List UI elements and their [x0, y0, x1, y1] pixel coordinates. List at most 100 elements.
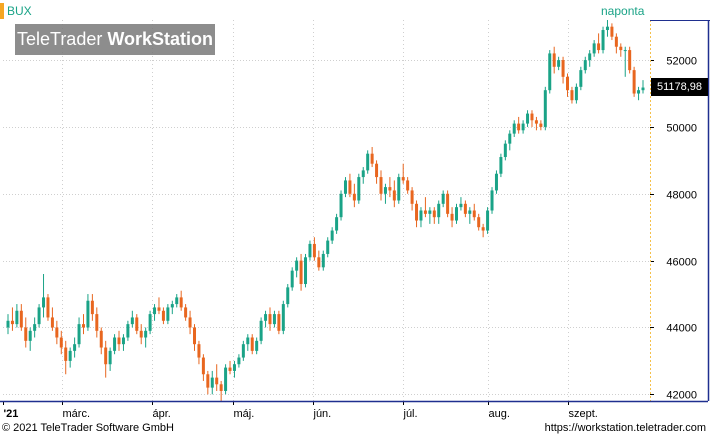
- candle-body: [33, 324, 37, 331]
- candle-body: [401, 177, 405, 181]
- candle-body: [135, 317, 139, 331]
- candle-body: [597, 43, 601, 51]
- watermark-product: WorkStation: [107, 29, 214, 49]
- candle-body: [28, 330, 32, 341]
- candle-body: [255, 340, 259, 351]
- candle-body: [37, 307, 41, 325]
- candle-body: [530, 113, 534, 121]
- candle-body: [188, 317, 192, 328]
- candle-body: [281, 304, 285, 331]
- candle-body: [170, 304, 174, 308]
- candle-body: [108, 350, 112, 365]
- candle-body: [304, 257, 308, 285]
- candle-body: [246, 337, 250, 345]
- candle-body: [632, 70, 636, 94]
- candle-body: [73, 344, 77, 351]
- candles: [6, 20, 645, 401]
- candle-body: [77, 324, 81, 345]
- candle-body: [619, 46, 623, 51]
- x-tick-label: aug.: [489, 408, 510, 420]
- candle-body: [499, 157, 503, 174]
- candle-body: [450, 213, 454, 221]
- candle-body: [379, 177, 383, 194]
- candle-body: [521, 123, 525, 131]
- candle-body: [588, 53, 592, 61]
- candle-body: [228, 367, 232, 371]
- candle-body: [113, 337, 117, 351]
- candle-body: [290, 270, 294, 288]
- candle-body: [481, 227, 485, 231]
- candle-body: [95, 314, 99, 331]
- x-tick-label: máj.: [234, 408, 255, 420]
- candle-body: [561, 60, 565, 77]
- candle-body: [570, 90, 574, 101]
- candle-body: [446, 193, 450, 214]
- candle-body: [295, 260, 299, 271]
- candle-body: [139, 330, 143, 338]
- candle-body: [574, 86, 578, 101]
- candle-body: [477, 217, 481, 228]
- candle-body: [348, 180, 352, 194]
- candle-body: [153, 307, 157, 315]
- candle-body: [592, 43, 596, 54]
- candle-body: [557, 60, 561, 67]
- candle-body: [343, 180, 347, 194]
- candle-body: [339, 193, 343, 218]
- y-tick-label: 42000: [666, 390, 697, 402]
- candle-body: [614, 36, 618, 47]
- candle-body: [468, 210, 472, 214]
- candle-body: [259, 320, 263, 341]
- candle-body: [121, 337, 125, 345]
- candle-body: [392, 190, 396, 201]
- candle-body: [534, 120, 538, 124]
- candle-body: [166, 307, 170, 321]
- y-tick-label: 44000: [666, 323, 697, 335]
- candle-body: [454, 207, 458, 221]
- symbol-accent-bar: [0, 3, 4, 19]
- candle-body: [432, 210, 436, 218]
- candle-body: [352, 193, 356, 201]
- candle-body: [472, 210, 476, 218]
- candle-body: [55, 327, 59, 338]
- candle-body: [219, 384, 223, 391]
- website-link[interactable]: https://workstation.teletrader.com: [544, 422, 706, 434]
- candle-body: [441, 193, 445, 204]
- candle-body: [201, 357, 205, 375]
- y-tick-label: 50000: [666, 123, 697, 135]
- candle-body: [42, 297, 46, 308]
- candle-body: [237, 357, 241, 365]
- candle-body: [184, 307, 188, 318]
- axis-labels: 42000 44000 46000 48000 50000 52000 '21 márc. áp…: [4, 56, 698, 421]
- candle-body: [272, 314, 276, 325]
- symbol-label: BUX: [7, 4, 32, 18]
- candle-body: [210, 377, 214, 388]
- candle-body: [64, 347, 68, 361]
- candle-body: [512, 123, 516, 134]
- candle-body: [321, 253, 325, 268]
- candle-body: [357, 177, 361, 201]
- x-tick-label: '21: [4, 408, 19, 420]
- candle-body: [250, 337, 254, 351]
- candle-body: [628, 50, 632, 71]
- candle-body: [317, 257, 321, 268]
- candle-body: [50, 317, 54, 328]
- candle-body: [197, 344, 201, 358]
- x-tick-label: márc.: [63, 408, 91, 420]
- candle-body: [104, 347, 108, 365]
- copyright-text: © 2021 TeleTrader Software GmbH: [2, 422, 174, 434]
- last-price-value: 51178,98: [656, 81, 703, 93]
- y-tick-label: 52000: [666, 56, 697, 68]
- candle-body: [99, 330, 103, 348]
- candle-body: [423, 210, 427, 214]
- candle-body: [286, 287, 290, 305]
- interval-label[interactable]: naponta: [601, 4, 645, 18]
- candle-body: [10, 320, 14, 325]
- candle-body: [179, 297, 183, 308]
- candle-body: [361, 170, 365, 178]
- candle-body: [161, 310, 165, 321]
- candle-body: [366, 153, 370, 171]
- candle-body: [388, 187, 392, 191]
- candle-body: [86, 300, 90, 328]
- candle-body: [406, 180, 410, 191]
- candle-body: [59, 337, 63, 348]
